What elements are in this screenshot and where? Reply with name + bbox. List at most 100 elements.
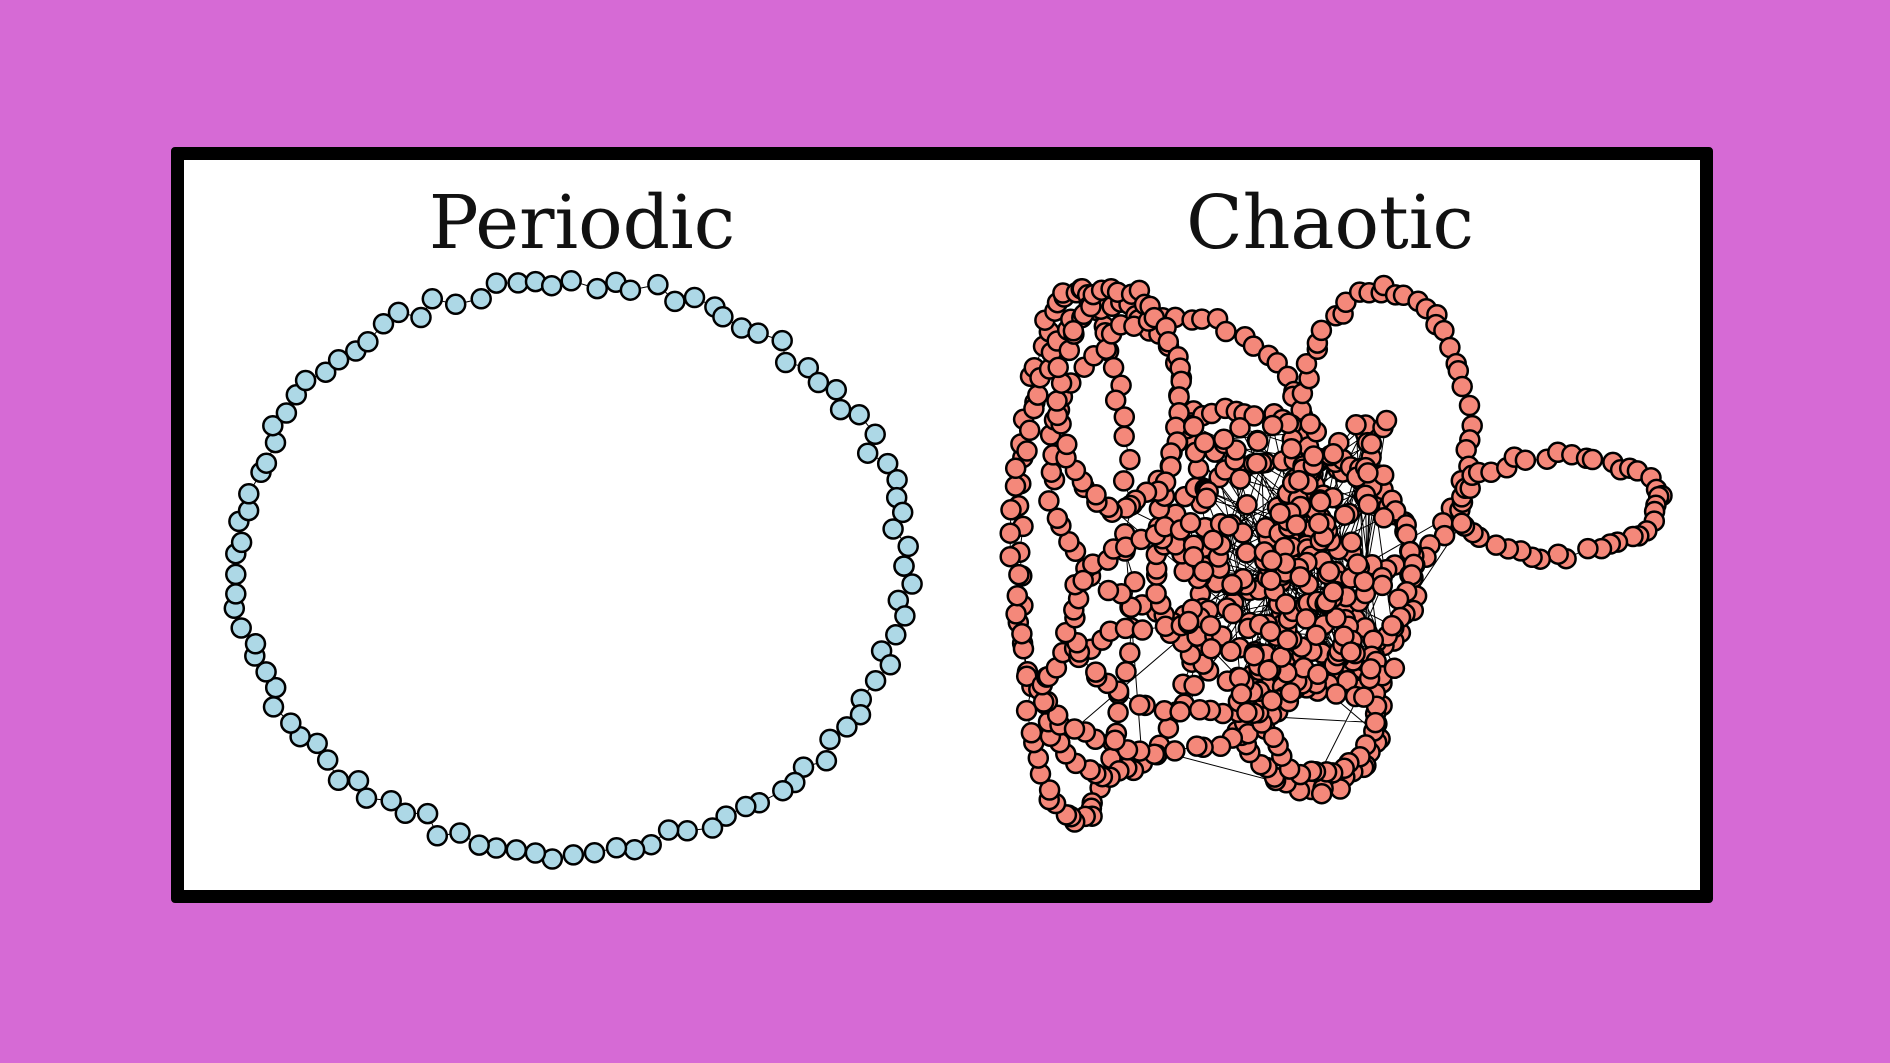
periodic-node	[881, 655, 900, 674]
chaotic-node	[1385, 659, 1404, 678]
periodic-node	[886, 625, 905, 644]
periodic-node	[678, 821, 697, 840]
chaotic-node	[1232, 684, 1251, 703]
chaotic-node	[1109, 703, 1128, 722]
chaotic-node	[1190, 700, 1209, 719]
chaotic-node	[1020, 421, 1039, 440]
chaotic-node	[1223, 604, 1242, 623]
chaotic-node	[1231, 418, 1250, 437]
chaotic-node	[1006, 459, 1025, 478]
periodic-node	[281, 714, 300, 733]
periodic-node	[472, 289, 491, 308]
chaotic-node	[1578, 539, 1597, 558]
chaotic-node	[1099, 581, 1118, 600]
chaotic-node	[1008, 586, 1027, 605]
periodic-node	[821, 730, 840, 749]
chaotic-node	[1114, 471, 1133, 490]
periodic-node	[389, 303, 408, 322]
periodic-node	[358, 332, 377, 351]
chaotic-node	[1355, 572, 1374, 591]
periodic-node	[509, 273, 528, 292]
chaotic-node	[1221, 642, 1240, 661]
periodic-node	[903, 575, 922, 594]
chaotic-node	[1307, 626, 1326, 645]
chaotic-node	[1452, 514, 1471, 533]
chaotic-node	[1347, 415, 1366, 434]
chaotic-node	[1335, 506, 1354, 525]
periodic-node	[562, 271, 581, 290]
chaotic-node	[1087, 485, 1106, 504]
periodic-node	[621, 281, 640, 300]
periodic-graph	[225, 271, 922, 868]
periodic-node	[542, 276, 561, 295]
chaotic-node	[1549, 545, 1568, 564]
chaotic-node	[1231, 470, 1250, 489]
periodic-node	[246, 634, 265, 653]
chaotic-node	[1374, 508, 1393, 527]
periodic-node	[888, 470, 907, 489]
chaotic-node	[1309, 514, 1328, 533]
periodic-node	[564, 845, 583, 864]
chaotic-graph	[1001, 276, 1672, 832]
chaotic-node	[1106, 731, 1125, 750]
chaotic-node	[1165, 741, 1184, 760]
periodic-node	[866, 671, 885, 690]
periodic-node	[296, 371, 315, 390]
chaotic-node	[1179, 612, 1198, 631]
chaotic-node	[1120, 450, 1139, 469]
chaotic-node	[1048, 509, 1067, 528]
chaotic-node	[1012, 624, 1031, 643]
periodic-node	[264, 697, 283, 716]
periodic-node	[588, 279, 607, 298]
chaotic-node	[1018, 442, 1037, 461]
periodic-node	[625, 840, 644, 859]
chaotic-node	[1237, 543, 1256, 562]
chaotic-node	[1327, 685, 1346, 704]
chaotic-node	[1203, 531, 1222, 550]
chaotic-node	[1291, 567, 1310, 586]
chaotic-node	[1276, 595, 1295, 614]
chaotic-node	[1282, 439, 1301, 458]
periodic-node	[895, 557, 914, 576]
chaotic-node	[1397, 525, 1416, 544]
chaotic-node	[1312, 784, 1331, 803]
periodic-node	[817, 751, 836, 770]
periodic-node	[349, 771, 368, 790]
chaotic-node	[1261, 571, 1280, 590]
chaotic-node	[1308, 665, 1327, 684]
chaotic-node	[1133, 621, 1152, 640]
chaotic-node	[1359, 495, 1378, 514]
chaotic-node	[1304, 447, 1323, 466]
chaotic-node	[1348, 555, 1367, 574]
chaotic-node	[1383, 616, 1402, 635]
chaotic-node	[1115, 408, 1134, 427]
periodic-node	[470, 836, 489, 855]
periodic-node	[773, 781, 792, 800]
chaotic-node	[1516, 451, 1535, 470]
chaotic-node	[1086, 663, 1105, 682]
chaotic-node	[1194, 562, 1213, 581]
chaotic-node	[1009, 565, 1028, 584]
chaotic-node	[1261, 622, 1280, 641]
chaotic-node	[1262, 551, 1281, 570]
periodic-node	[776, 353, 795, 372]
chaotic-node	[1358, 463, 1377, 482]
chaotic-node	[1377, 411, 1396, 430]
chaotic-node	[1001, 547, 1020, 566]
chaotic-node	[1115, 427, 1134, 446]
chaotic-node	[1238, 495, 1257, 514]
chaotic-node	[1104, 358, 1123, 377]
chaotic-node	[1354, 688, 1373, 707]
periodic-node	[277, 404, 296, 423]
periodic-node	[685, 288, 704, 307]
chaotic-node	[1263, 416, 1282, 435]
chaotic-node	[1057, 435, 1076, 454]
periodic-node	[827, 380, 846, 399]
chaotic-node	[1289, 471, 1308, 490]
periodic-node	[659, 821, 678, 840]
chaotic-node	[1202, 639, 1221, 658]
chaotic-node	[1147, 584, 1166, 603]
periodic-node	[648, 275, 667, 294]
chaotic-node	[1120, 643, 1139, 662]
periodic-node	[418, 804, 437, 823]
